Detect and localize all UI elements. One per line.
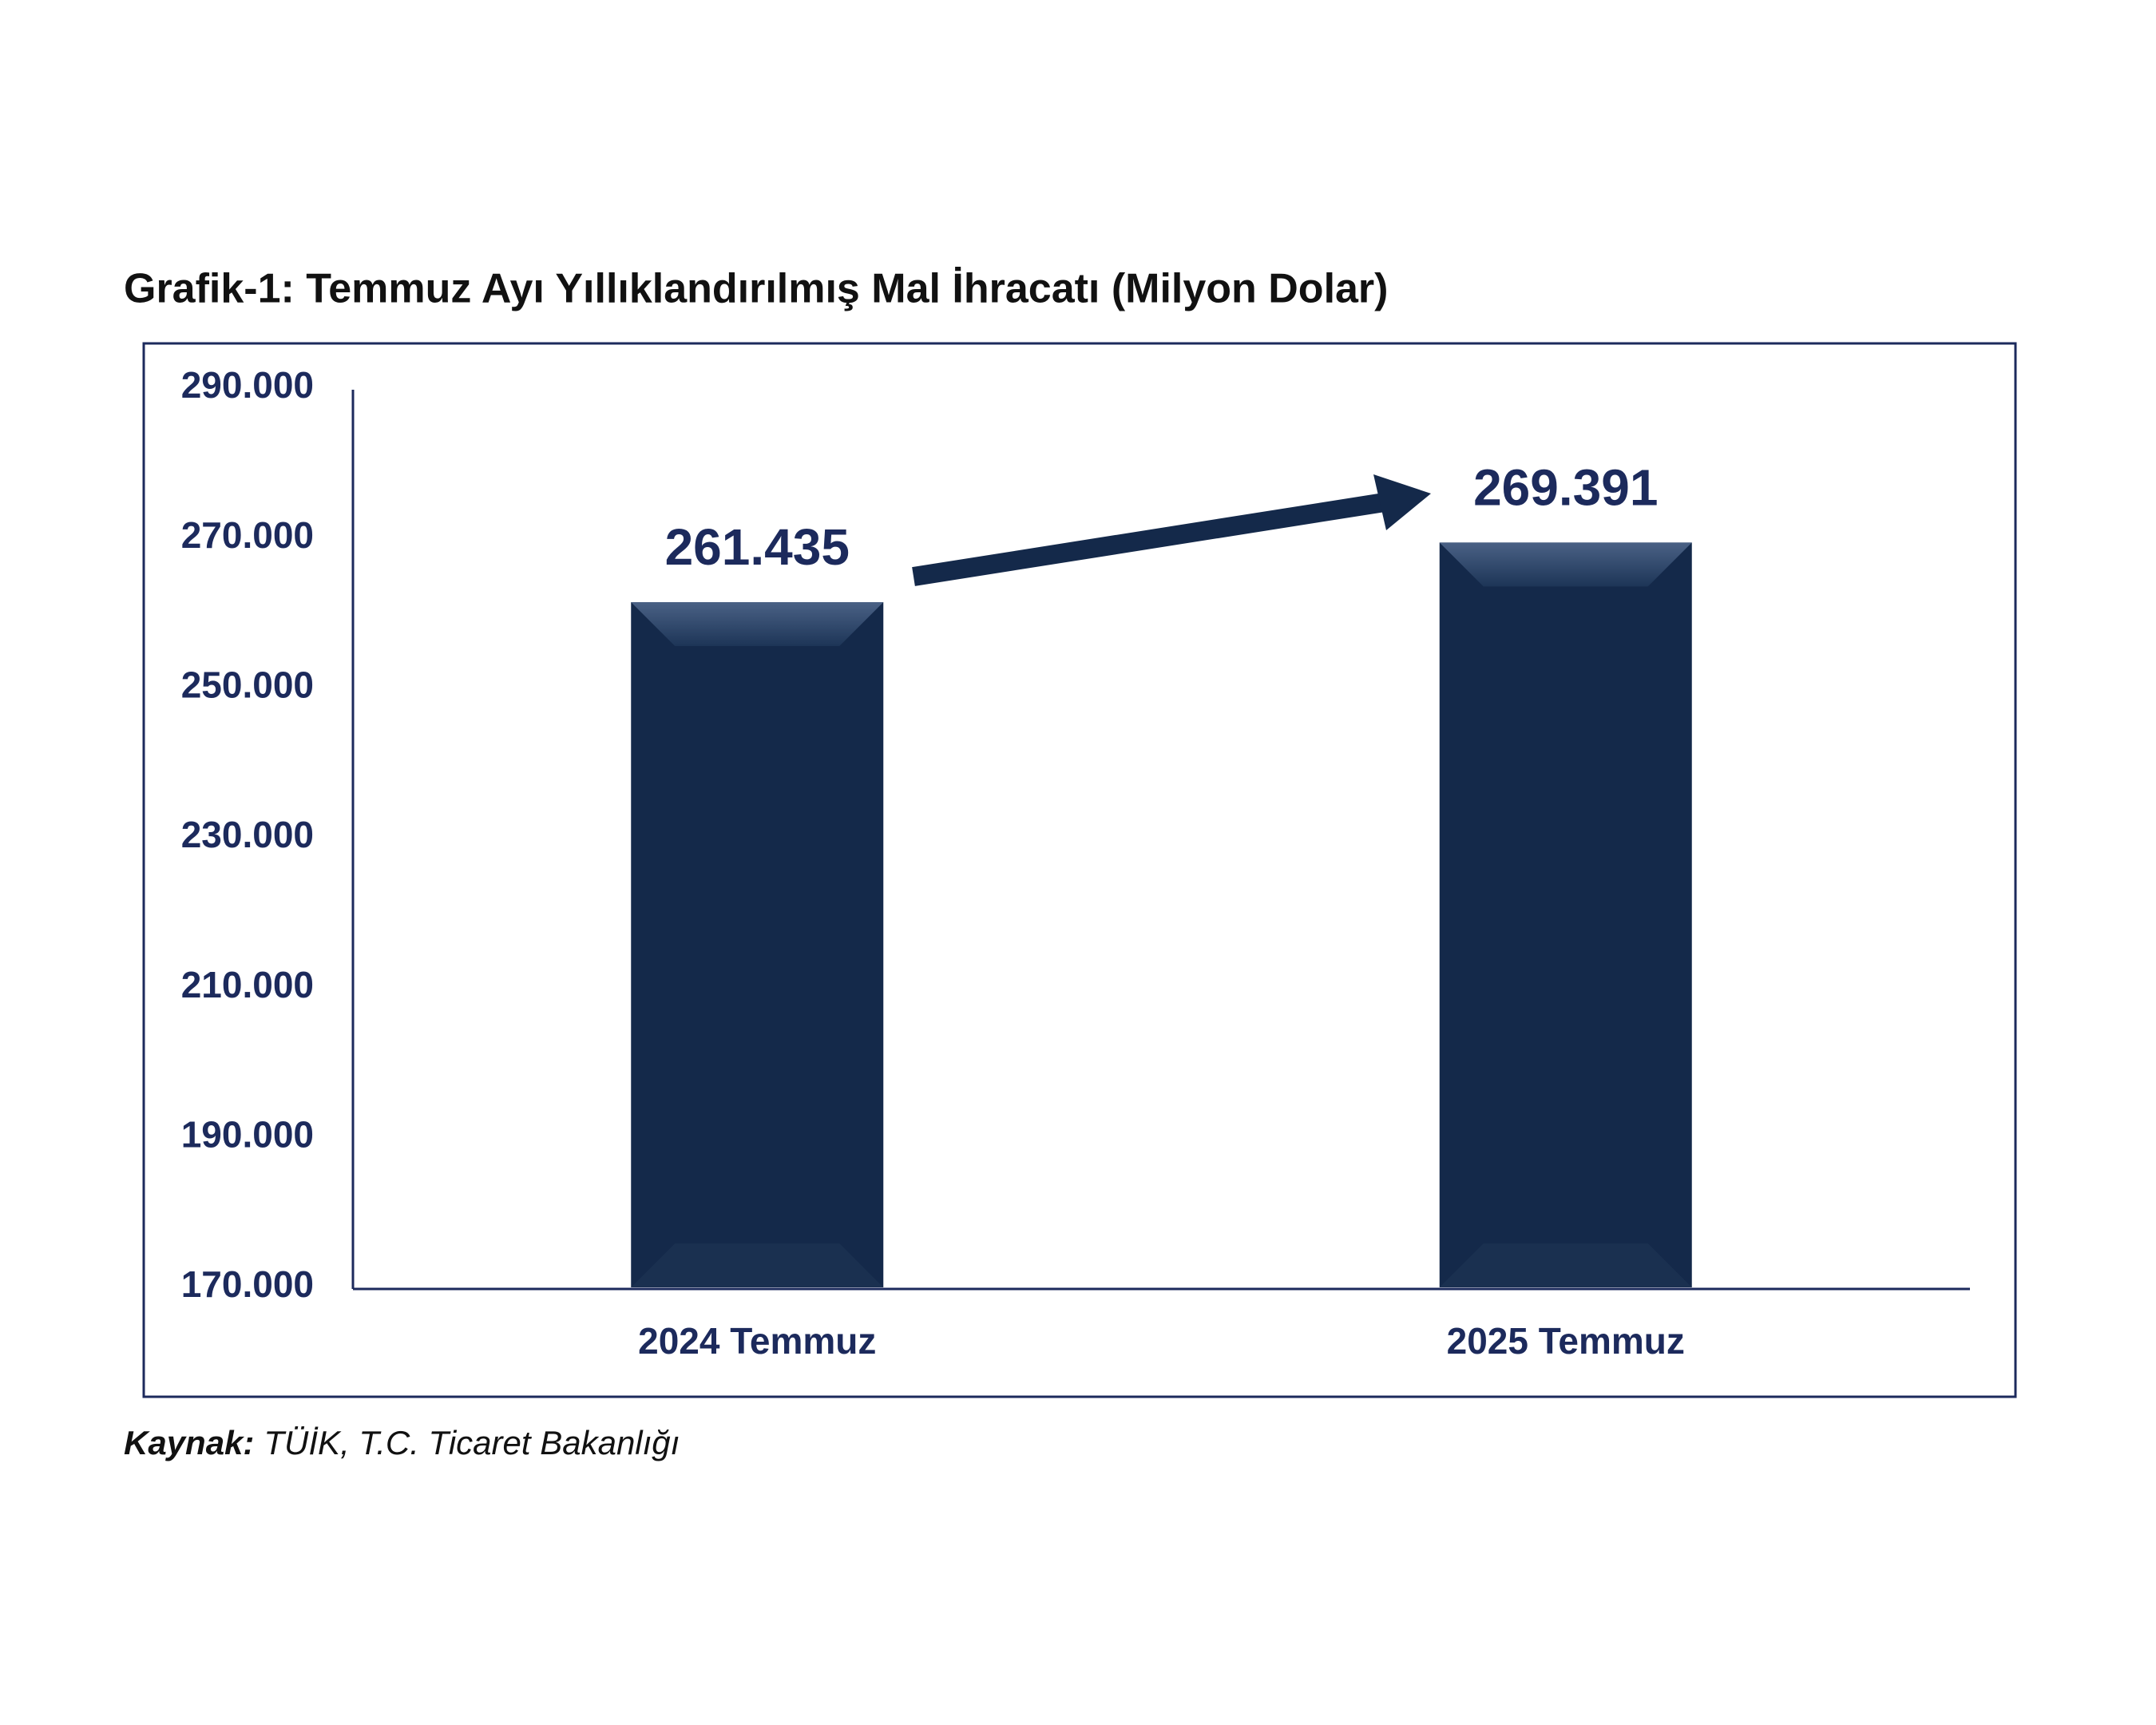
y-tick-label: 190.000	[181, 1113, 314, 1155]
y-tick-label: 250.000	[181, 664, 314, 705]
bar-bevel	[1439, 1243, 1692, 1287]
y-tick-label: 210.000	[181, 964, 314, 1005]
bar-bevel	[1439, 542, 1692, 587]
source: Kaynak: TÜİK, T.C. Ticaret Bakanlığı	[124, 1424, 680, 1461]
y-tick-label: 270.000	[181, 514, 314, 556]
y-tick-label: 170.000	[181, 1263, 314, 1305]
y-tick-label: 230.000	[181, 814, 314, 855]
bar-bevel	[631, 602, 884, 647]
chart-title: Grafik-1: Temmuz Ayı Yıllıklandırılmış M…	[124, 266, 1389, 312]
arrow-head	[1373, 474, 1431, 530]
value-label: 269.391	[1473, 458, 1658, 516]
arrow-shaft	[912, 492, 1391, 586]
y-tick-label: 290.000	[181, 364, 314, 406]
x-tick-label: 2025 Temmuz	[1447, 1320, 1685, 1362]
source-text: TÜİK, T.C. Ticaret Bakanlığı	[264, 1424, 680, 1461]
bar	[631, 602, 884, 1287]
trend-arrow	[912, 474, 1431, 586]
x-tick-label: 2024 Temmuz	[638, 1320, 876, 1362]
source-label: Kaynak:	[124, 1424, 254, 1461]
bar-bevel	[631, 1243, 884, 1287]
bar	[1439, 542, 1692, 1287]
value-label: 261.435	[665, 518, 850, 576]
chart-frame	[142, 342, 2017, 1398]
